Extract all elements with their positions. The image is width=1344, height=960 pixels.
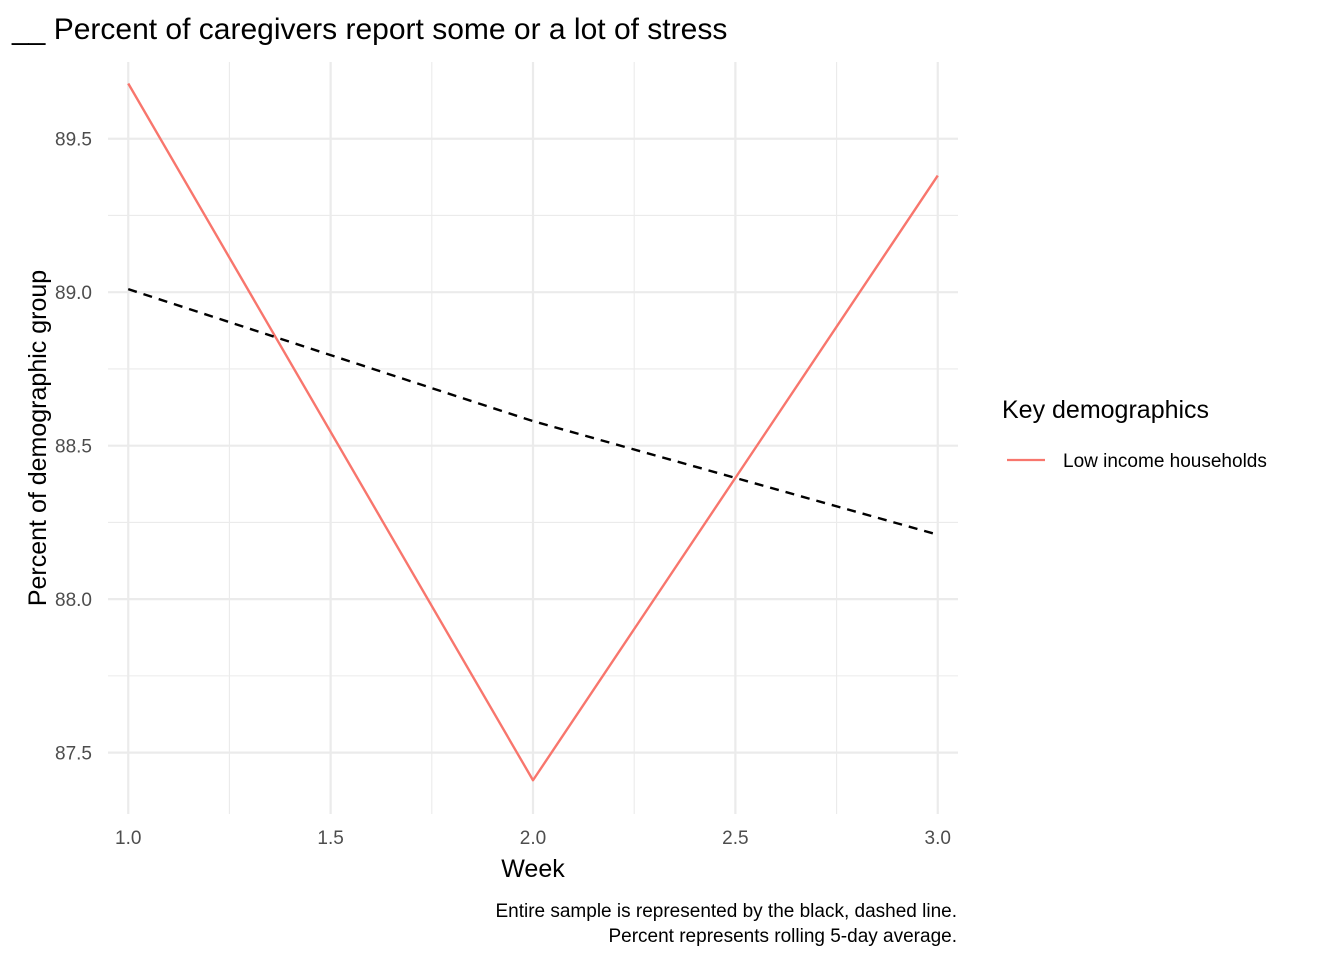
x-axis-ticks: 1.0 1.5 2.0 2.5 3.0 <box>115 828 951 849</box>
grid-major <box>108 62 958 814</box>
x-tick-label: 3.0 <box>925 828 951 849</box>
y-tick-label: 89.5 <box>55 130 92 151</box>
x-tick-label: 2.0 <box>520 828 546 849</box>
chart-title: __ Percent of caregivers report some or … <box>11 13 727 46</box>
y-tick-label: 87.5 <box>55 744 92 765</box>
legend-title: Key demographics <box>1002 396 1209 424</box>
y-tick-label: 89.0 <box>55 283 92 304</box>
legend-label-low-income: Low income households <box>1063 451 1267 472</box>
x-axis-title: Week <box>501 855 565 883</box>
caption-line-1: Entire sample is represented by the blac… <box>495 901 957 922</box>
y-tick-label: 88.0 <box>55 590 92 611</box>
series-layer <box>127 82 939 782</box>
y-axis-ticks: 87.5 88.0 88.5 89.0 89.5 <box>55 130 92 765</box>
x-tick-label: 2.5 <box>722 828 748 849</box>
x-tick-label: 1.5 <box>317 828 343 849</box>
y-axis-title: Percent of demographic group <box>24 270 52 606</box>
legend: Key demographics Low income households <box>1002 396 1267 472</box>
entire-sample-dashed-line <box>127 287 939 536</box>
x-tick-label: 1.0 <box>115 828 141 849</box>
caption-line-2: Percent represents rolling 5-day average… <box>608 926 957 947</box>
series-line-low-income <box>127 82 939 782</box>
y-tick-label: 88.5 <box>55 437 92 458</box>
